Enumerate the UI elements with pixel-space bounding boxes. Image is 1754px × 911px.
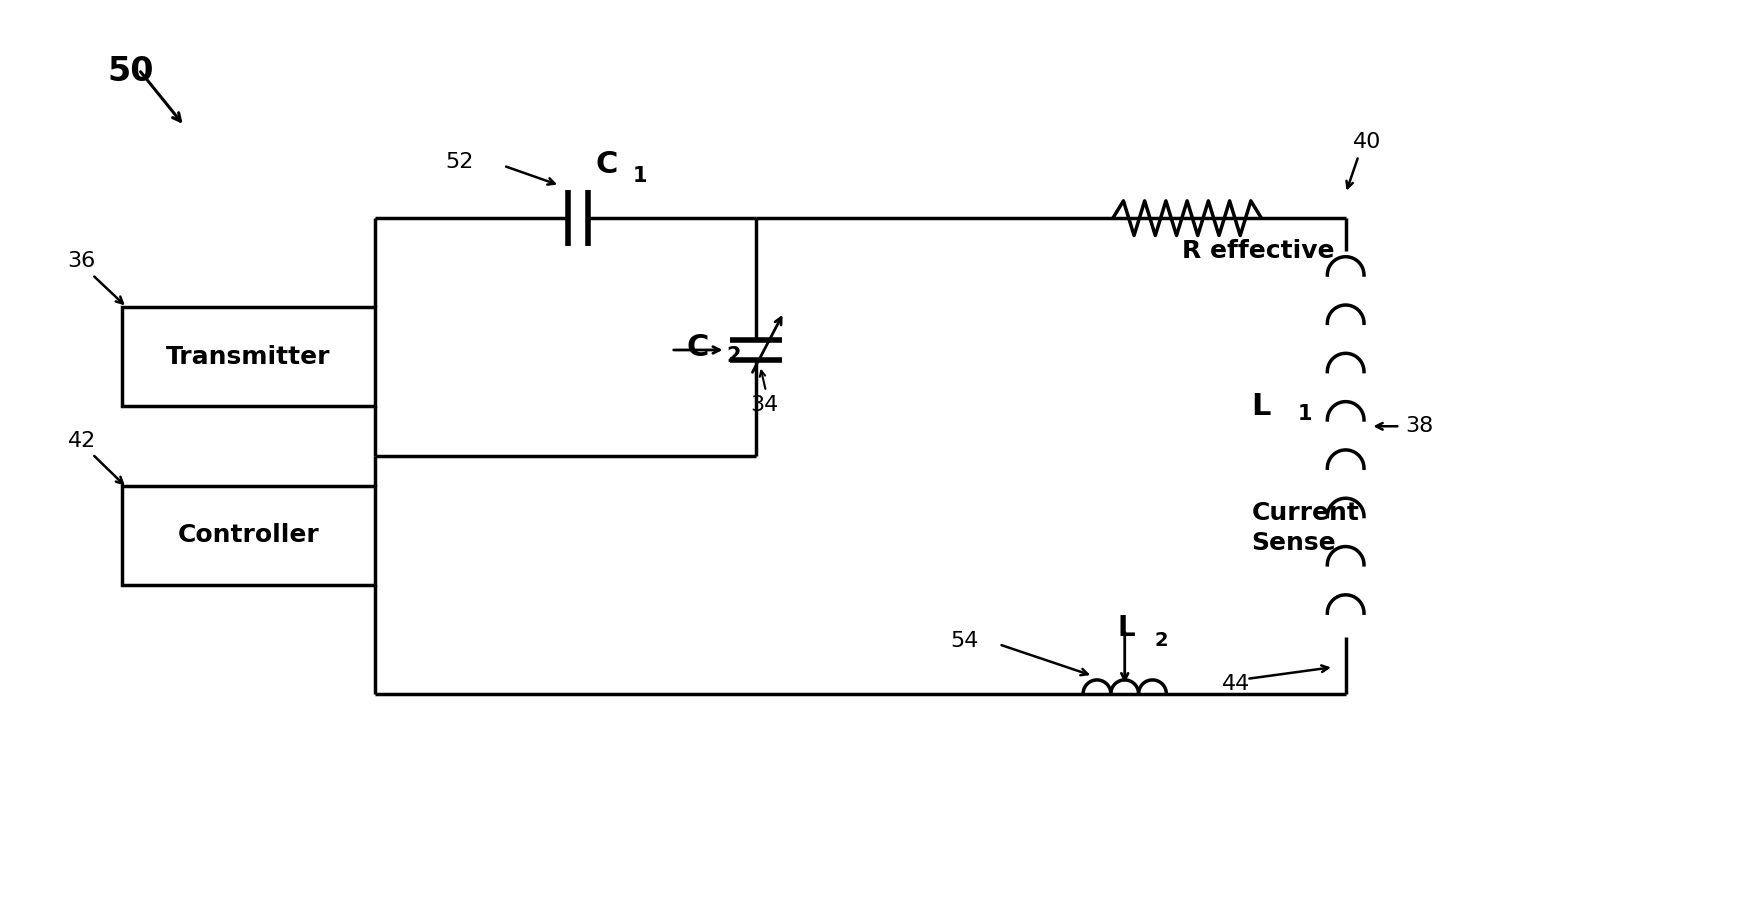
- Text: 38: 38: [1405, 416, 1433, 436]
- Text: 2: 2: [726, 346, 740, 366]
- Text: 2: 2: [1154, 631, 1168, 650]
- Text: 1: 1: [631, 167, 647, 187]
- Text: 42: 42: [67, 431, 96, 451]
- Text: C: C: [596, 149, 617, 179]
- Text: 36: 36: [67, 251, 96, 271]
- Text: 40: 40: [1354, 132, 1382, 152]
- Text: Controller: Controller: [177, 523, 319, 548]
- Text: L: L: [1117, 614, 1135, 642]
- Text: C: C: [688, 333, 709, 363]
- Bar: [123, 486, 375, 585]
- Text: Transmitter: Transmitter: [167, 345, 330, 369]
- Text: L: L: [1252, 392, 1272, 421]
- Text: 54: 54: [951, 631, 979, 651]
- Text: 50: 50: [107, 55, 154, 87]
- Text: 44: 44: [1223, 674, 1251, 694]
- Text: R effective: R effective: [1182, 239, 1335, 263]
- Bar: [123, 307, 375, 406]
- Text: 34: 34: [751, 394, 779, 415]
- Text: 1: 1: [1298, 404, 1312, 425]
- Text: 52: 52: [446, 152, 474, 171]
- Text: Current
Sense: Current Sense: [1252, 501, 1359, 555]
